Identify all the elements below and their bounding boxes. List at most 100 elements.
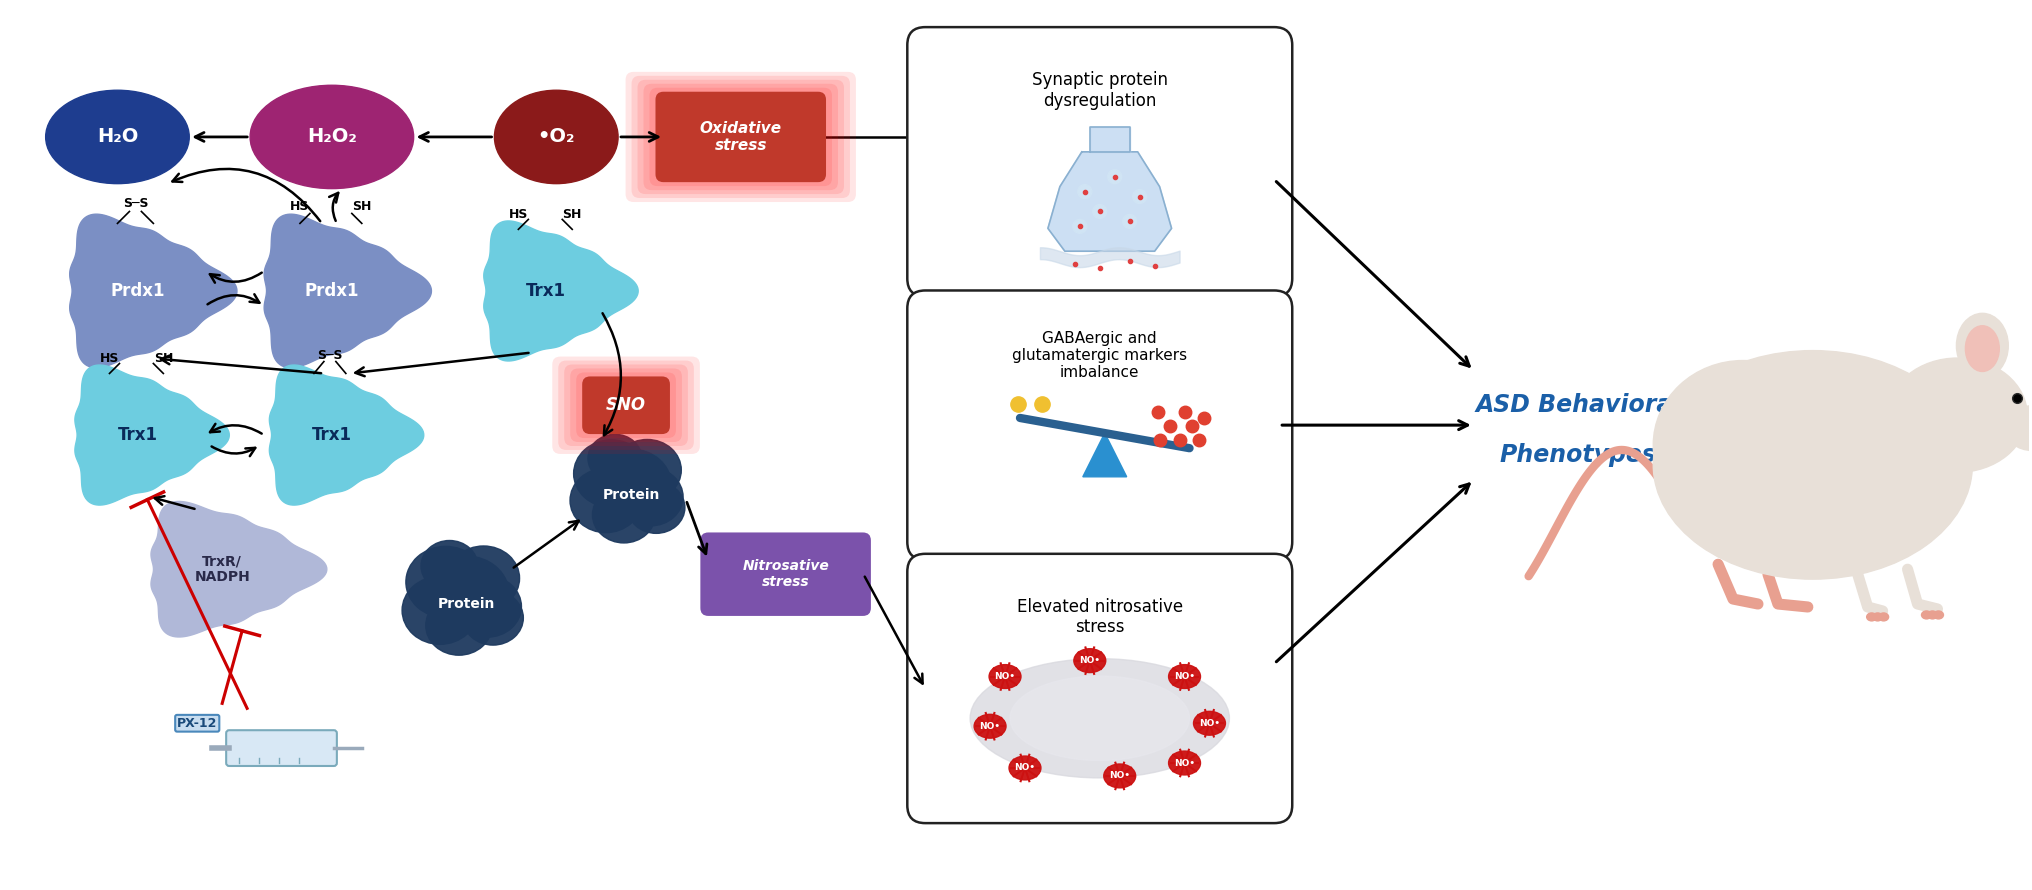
- Ellipse shape: [453, 576, 522, 637]
- Ellipse shape: [614, 440, 681, 501]
- FancyBboxPatch shape: [650, 88, 831, 186]
- FancyBboxPatch shape: [577, 372, 677, 438]
- Ellipse shape: [402, 577, 478, 644]
- Polygon shape: [1089, 127, 1130, 152]
- Ellipse shape: [250, 85, 415, 189]
- Ellipse shape: [1073, 220, 1087, 233]
- Polygon shape: [75, 365, 230, 505]
- Text: Prdx1: Prdx1: [110, 282, 165, 300]
- Ellipse shape: [1124, 214, 1136, 229]
- Ellipse shape: [1888, 358, 2028, 473]
- Polygon shape: [1083, 433, 1126, 477]
- Polygon shape: [484, 221, 638, 361]
- Ellipse shape: [1874, 613, 1882, 621]
- Ellipse shape: [587, 434, 642, 482]
- Ellipse shape: [1867, 613, 1878, 621]
- Text: H₂O₂: H₂O₂: [307, 127, 358, 147]
- Text: NO•: NO•: [1199, 719, 1219, 728]
- Ellipse shape: [1103, 764, 1136, 788]
- Text: Trx1: Trx1: [311, 426, 352, 444]
- Ellipse shape: [990, 665, 1020, 689]
- FancyBboxPatch shape: [626, 72, 855, 202]
- Ellipse shape: [1654, 351, 1973, 579]
- FancyBboxPatch shape: [644, 84, 837, 190]
- Text: Trx1: Trx1: [118, 426, 156, 444]
- Ellipse shape: [969, 659, 1229, 778]
- Text: S─S: S─S: [317, 349, 343, 362]
- Ellipse shape: [406, 546, 486, 618]
- Ellipse shape: [1934, 611, 1943, 619]
- Text: HS: HS: [291, 200, 309, 213]
- Text: SH: SH: [352, 200, 372, 213]
- Text: HS: HS: [508, 208, 528, 221]
- Polygon shape: [69, 214, 238, 368]
- Text: NO•: NO•: [1174, 672, 1195, 681]
- Ellipse shape: [463, 591, 524, 645]
- Ellipse shape: [2006, 406, 2032, 450]
- Ellipse shape: [427, 595, 492, 655]
- Ellipse shape: [1010, 756, 1040, 780]
- Text: •O₂: •O₂: [538, 127, 575, 147]
- Text: NO•: NO•: [994, 672, 1016, 681]
- Ellipse shape: [1928, 611, 1936, 619]
- Ellipse shape: [973, 715, 1006, 738]
- Text: S─S: S─S: [122, 197, 148, 210]
- Ellipse shape: [591, 449, 671, 522]
- Text: Oxidative
stress: Oxidative stress: [699, 121, 782, 153]
- FancyBboxPatch shape: [553, 357, 699, 454]
- Ellipse shape: [571, 468, 642, 532]
- Ellipse shape: [1093, 205, 1107, 218]
- Text: Elevated nitrosative
stress: Elevated nitrosative stress: [1016, 597, 1183, 636]
- Text: Trx1: Trx1: [526, 282, 567, 300]
- Ellipse shape: [1168, 751, 1201, 775]
- Text: PX-12: PX-12: [177, 716, 217, 730]
- Ellipse shape: [618, 468, 683, 526]
- Ellipse shape: [45, 90, 189, 183]
- Ellipse shape: [1193, 711, 1225, 735]
- Ellipse shape: [628, 481, 685, 533]
- Ellipse shape: [1073, 649, 1105, 673]
- FancyBboxPatch shape: [565, 365, 689, 446]
- Polygon shape: [264, 214, 431, 368]
- Text: NO•: NO•: [979, 722, 1000, 731]
- Ellipse shape: [494, 90, 618, 183]
- FancyBboxPatch shape: [908, 290, 1292, 560]
- Ellipse shape: [1168, 665, 1201, 689]
- Text: SNO: SNO: [606, 396, 646, 414]
- Text: Protein: Protein: [437, 597, 496, 611]
- Text: SH: SH: [563, 208, 581, 221]
- Ellipse shape: [593, 487, 654, 543]
- Text: TrxR/
NADPH: TrxR/ NADPH: [195, 554, 250, 585]
- FancyBboxPatch shape: [908, 27, 1292, 296]
- Text: NO•: NO•: [1109, 772, 1130, 781]
- Ellipse shape: [1654, 360, 1833, 530]
- Text: H₂O: H₂O: [98, 127, 138, 147]
- Ellipse shape: [1107, 170, 1122, 183]
- FancyBboxPatch shape: [656, 92, 827, 182]
- Ellipse shape: [1077, 184, 1091, 198]
- FancyBboxPatch shape: [701, 532, 872, 616]
- Ellipse shape: [573, 440, 648, 507]
- FancyBboxPatch shape: [632, 76, 849, 198]
- Text: HS: HS: [100, 352, 120, 365]
- Text: NO•: NO•: [1174, 758, 1195, 767]
- FancyBboxPatch shape: [559, 360, 693, 450]
- Text: GABAergic and
glutamatergic markers
imbalance: GABAergic and glutamatergic markers imba…: [1012, 331, 1187, 380]
- Text: NO•: NO•: [1079, 656, 1099, 665]
- Text: Prdx1: Prdx1: [305, 282, 360, 300]
- FancyBboxPatch shape: [226, 730, 337, 766]
- Ellipse shape: [1010, 676, 1189, 761]
- Text: SH: SH: [154, 352, 173, 365]
- Text: Synaptic protein
dysregulation: Synaptic protein dysregulation: [1032, 71, 1168, 109]
- Ellipse shape: [421, 540, 478, 592]
- Text: Nitrosative
stress: Nitrosative stress: [742, 559, 829, 589]
- FancyBboxPatch shape: [583, 376, 671, 434]
- Polygon shape: [150, 501, 327, 637]
- Text: NO•: NO•: [1014, 764, 1036, 773]
- Ellipse shape: [1880, 613, 1888, 621]
- FancyBboxPatch shape: [638, 80, 843, 194]
- Ellipse shape: [425, 556, 510, 633]
- Ellipse shape: [447, 546, 520, 611]
- Ellipse shape: [1132, 190, 1146, 204]
- Ellipse shape: [1965, 326, 1999, 371]
